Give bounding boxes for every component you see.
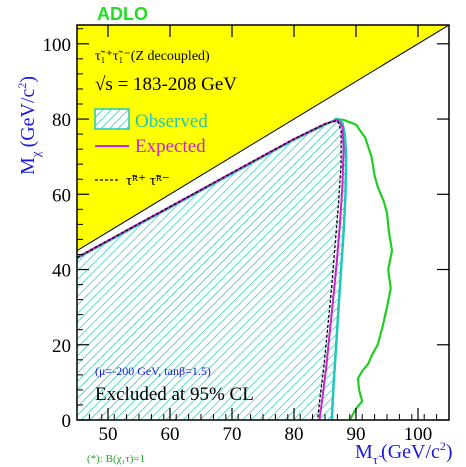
legend: Observed Expected τ̃ᴿ⁺ τ̃ᴿ⁻ <box>94 108 208 189</box>
y-tick-label: 60 <box>52 185 71 206</box>
x-tick-label: 80 <box>285 424 304 445</box>
energy-annotation: √s = 183-208 GeV <box>95 74 237 95</box>
x-tick-label: 70 <box>223 424 242 445</box>
plot-area <box>77 25 449 420</box>
params-annotation: (μ=-200 GeV, tanβ=1.5) <box>95 364 211 378</box>
y-tick-label: 80 <box>52 110 71 131</box>
right-handed-line <box>77 119 342 420</box>
excluded-annotation: Excluded at 95% CL <box>95 384 254 405</box>
x-tick-label: 60 <box>161 424 180 445</box>
legend-right-handed-label: τ̃ᴿ⁺ τ̃ᴿ⁻ <box>126 173 170 189</box>
process-annotation: τ̃₁⁺τ̃₁⁻(Z decoupled) <box>95 49 210 64</box>
y-tick-label: 20 <box>52 336 71 357</box>
x-tick-label: 90 <box>347 424 366 445</box>
y-axis-ticks: 0 20 40 60 80 100 <box>43 28 449 432</box>
experiment-label: ADLO <box>97 4 148 24</box>
legend-observed-label: Observed <box>135 111 208 132</box>
green-contour-line <box>334 117 394 420</box>
y-tick-label: 100 <box>43 35 72 56</box>
y-axis-label: Mχ(GeV/c2) <box>15 76 43 175</box>
y-tick-label: 40 <box>52 261 71 282</box>
x-axis-label: Mτ̃ (GeV/c2) <box>355 439 453 467</box>
legend-observed-swatch <box>94 108 130 130</box>
x-tick-label: 100 <box>404 424 433 445</box>
x-axis-ticks: 50 60 70 80 90 100 <box>76 25 450 445</box>
kinematic-limit-region <box>77 25 449 252</box>
y-tick-label: 0 <box>62 411 72 432</box>
legend-expected-label: Expected <box>135 136 206 157</box>
footnote: (*): B(χ₁τ)=1 <box>87 453 145 465</box>
x-tick-label: 50 <box>99 424 118 445</box>
excluded-region-hatch <box>77 119 347 420</box>
